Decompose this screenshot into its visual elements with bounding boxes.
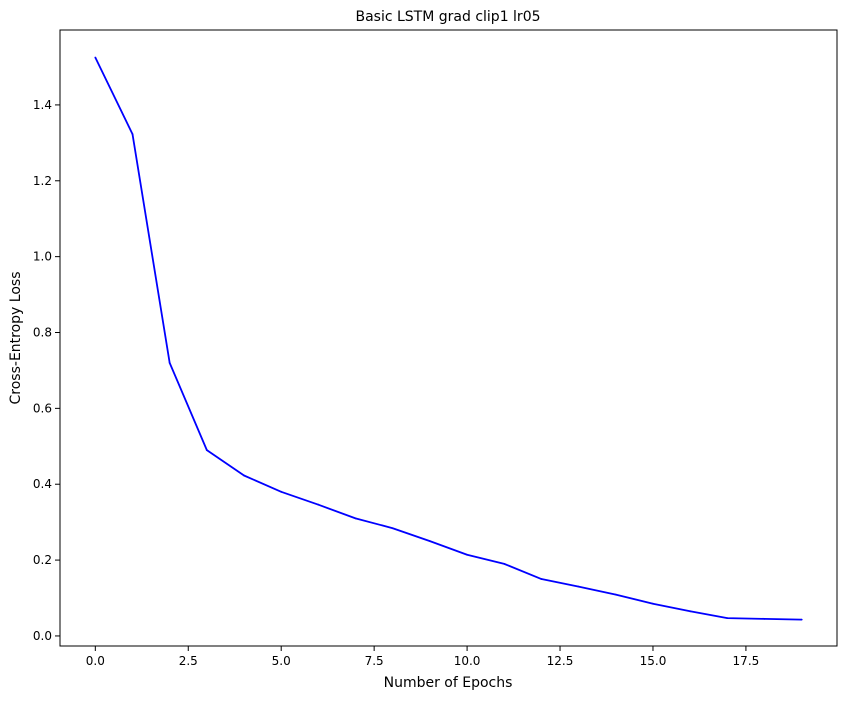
y-tick-label: 0.4 [33,477,52,491]
data-point [652,602,654,605]
data-point [614,593,617,596]
chart-title: Basic LSTM grad clip1 lr05 [355,9,540,25]
data-point [800,618,803,621]
axes-frame [59,29,838,647]
data-point [131,133,134,136]
x-tick-label: 2.5 [179,654,198,668]
x-axis: 0.0 2.5 5.0 7.5 10.0 12.5 15.0 17.5 [86,646,760,668]
x-tick-label: 10.0 [454,654,481,668]
y-tick-label: 1.4 [33,98,52,112]
x-tick-label: 7.5 [365,654,384,668]
data-point [94,56,97,59]
y-tick-label: 0.0 [33,629,52,643]
x-tick-label: 12.5 [547,654,574,668]
x-axis-label: Number of Epochs [384,675,513,691]
data-point [503,562,506,565]
data-point [466,553,468,556]
data-point [429,540,431,543]
data-point [354,517,357,520]
loss-series-line [94,57,802,621]
data-point [726,617,729,620]
y-axis-label: Cross-Entropy Loss [8,272,24,405]
y-axis: 0.0 0.2 0.4 0.6 0.8 1.0 1.2 1.4 [33,98,60,643]
x-tick-label: 17.5 [733,654,760,668]
y-tick-label: 1.2 [33,174,52,188]
data-point [168,361,171,364]
x-tick-label: 5.0 [272,654,291,668]
x-tick-label: 15.0 [640,654,667,668]
data-point [763,617,766,620]
x-tick-label: 0.0 [86,654,105,668]
y-tick-label: 1.0 [33,250,52,264]
data-point [391,527,394,530]
data-point [317,503,320,506]
data-point [689,610,692,613]
y-tick-label: 0.8 [33,326,52,340]
data-point [243,474,245,477]
data-point [205,449,208,451]
y-tick-label: 0.6 [33,401,52,415]
data-point [577,585,580,588]
data-point [280,490,283,493]
y-tick-label: 0.2 [33,553,52,567]
plot-area [94,56,803,621]
data-point [540,578,543,580]
